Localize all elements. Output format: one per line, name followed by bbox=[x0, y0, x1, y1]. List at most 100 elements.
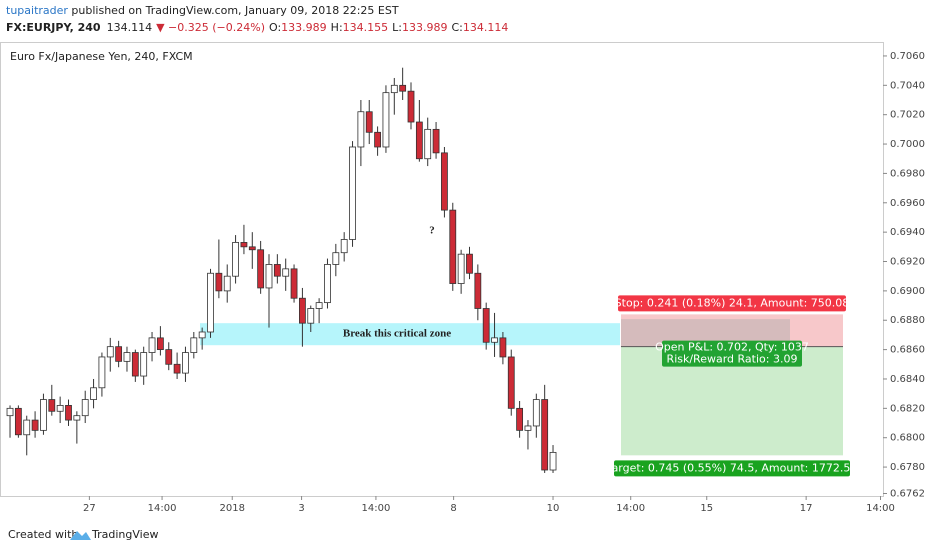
y-tick-label: 0.6820 bbox=[890, 403, 925, 414]
y-tick-label: 0.6860 bbox=[890, 345, 925, 356]
y-tick-label: 0.6900 bbox=[890, 286, 925, 297]
user[interactable]: tupaitrader bbox=[6, 4, 68, 17]
y-tick-label: 0.6920 bbox=[890, 257, 925, 268]
candle-body bbox=[198, 331, 206, 339]
position-label-bg bbox=[614, 460, 850, 477]
ohlc-value: 133.989 bbox=[402, 21, 448, 34]
candle-body bbox=[324, 264, 331, 304]
candle-body bbox=[499, 337, 507, 358]
y-tick-label: 0.6780 bbox=[890, 462, 925, 473]
candle-body bbox=[140, 352, 148, 377]
candle-body bbox=[190, 337, 198, 353]
candle-body bbox=[407, 90, 415, 123]
candle-body bbox=[541, 399, 549, 471]
candle-body bbox=[382, 92, 390, 148]
ohlc-value: 133.989 bbox=[281, 21, 327, 34]
axis-bg bbox=[884, 42, 932, 496]
x-tick-label: 14:00 bbox=[148, 503, 177, 514]
symbol: FX:EURJPY, 240 bbox=[6, 21, 101, 34]
y-tick-label: 0.6800 bbox=[890, 433, 925, 444]
candle-body bbox=[466, 253, 473, 274]
x-tick-label: 14:00 bbox=[362, 503, 391, 514]
y-tick-label: 0.7040 bbox=[890, 80, 925, 91]
candle-body bbox=[148, 337, 156, 353]
y-tick-label: 0.7000 bbox=[890, 139, 925, 150]
candle-body bbox=[23, 419, 31, 436]
candle-body bbox=[374, 131, 381, 148]
y-tick-label: 0.6980 bbox=[890, 168, 925, 179]
created-with: Created with bbox=[8, 528, 78, 541]
y-tick-label: 0.6880 bbox=[890, 315, 925, 326]
ohlc-value: 134.155 bbox=[343, 21, 389, 34]
candle-body bbox=[98, 356, 106, 389]
candle-body bbox=[365, 111, 373, 133]
candle-body bbox=[315, 302, 323, 309]
change: ▼ −0.325 (−0.24%) bbox=[156, 21, 265, 34]
candle-body bbox=[399, 84, 407, 92]
ohlc-label: C: bbox=[452, 21, 463, 34]
candle-body bbox=[207, 272, 214, 333]
y-tick-label: 0.7020 bbox=[890, 110, 925, 121]
candle-body bbox=[90, 387, 97, 400]
position-label: Open P&L: 0.702, Qty: 1037 bbox=[655, 341, 809, 354]
candle-body bbox=[424, 128, 432, 160]
candle-body bbox=[131, 352, 139, 377]
candle-body bbox=[223, 275, 231, 292]
y-tick-label: 0.6840 bbox=[890, 374, 925, 385]
ohlc-label: L: bbox=[392, 21, 402, 34]
candle-body bbox=[307, 308, 315, 324]
x-tick-label: 3 bbox=[298, 503, 304, 514]
candle-body bbox=[482, 308, 490, 343]
candle-body bbox=[14, 407, 22, 436]
x-tick-label: 17 bbox=[800, 503, 813, 514]
publish-line: tupaitrader published on TradingView.com… bbox=[6, 4, 399, 17]
candle-body bbox=[31, 419, 39, 431]
candle-body bbox=[474, 272, 482, 309]
candle-body bbox=[332, 252, 340, 265]
candle-body bbox=[415, 121, 423, 160]
position-label: Risk/Reward Ratio: 3.09 bbox=[667, 353, 798, 366]
candle-body bbox=[457, 253, 465, 284]
candle-body bbox=[173, 363, 181, 374]
candle-body bbox=[516, 407, 524, 431]
candle-body bbox=[248, 246, 256, 251]
symbol-line: FX:EURJPY, 240 134.114 ▼ −0.325 (−0.24%) O:… bbox=[6, 21, 508, 34]
candle-body bbox=[349, 146, 356, 240]
y-tick-label: 0.6762 bbox=[890, 489, 925, 500]
candle-body bbox=[290, 268, 298, 299]
x-tick-label: 8 bbox=[450, 503, 456, 514]
brand[interactable]: TradingView bbox=[91, 528, 158, 541]
candle-body bbox=[449, 209, 457, 284]
candle-body bbox=[182, 352, 189, 374]
position-label: Target: 0.745 (0.55%) 74.5, Amount: 1772… bbox=[606, 461, 858, 474]
x-tick-label: 2018 bbox=[220, 503, 245, 514]
candle-body bbox=[40, 399, 47, 431]
question-mark: ? bbox=[429, 225, 435, 237]
y-tick-label: 0.7060 bbox=[890, 51, 925, 62]
candle-body bbox=[532, 399, 540, 427]
candle-body bbox=[6, 407, 14, 417]
last: 134.114 bbox=[107, 21, 153, 34]
candle-body bbox=[491, 337, 498, 343]
candle-body bbox=[390, 84, 398, 94]
x-tick-label: 14:00 bbox=[866, 503, 895, 514]
candle-body bbox=[340, 239, 348, 254]
candle-body bbox=[48, 399, 56, 412]
candle-body bbox=[65, 405, 72, 421]
position-label-bg bbox=[662, 340, 802, 367]
candle-body bbox=[115, 346, 123, 362]
x-tick-label: 10 bbox=[547, 503, 560, 514]
y-tick-label: 0.6960 bbox=[890, 198, 925, 209]
position-label-bg bbox=[618, 295, 846, 312]
critical-zone bbox=[200, 323, 620, 346]
candle-body bbox=[240, 242, 248, 248]
candle-body bbox=[215, 272, 223, 292]
candle-body bbox=[273, 264, 281, 277]
ohlc-value: 134.114 bbox=[463, 21, 509, 34]
ohlc-label: H: bbox=[331, 21, 343, 34]
candle-body bbox=[232, 242, 239, 277]
candle-body bbox=[106, 346, 114, 358]
candle-body bbox=[73, 415, 81, 421]
candle-body bbox=[507, 356, 515, 409]
legend: Euro Fx/Japanese Yen, 240, FXCM bbox=[10, 50, 193, 63]
